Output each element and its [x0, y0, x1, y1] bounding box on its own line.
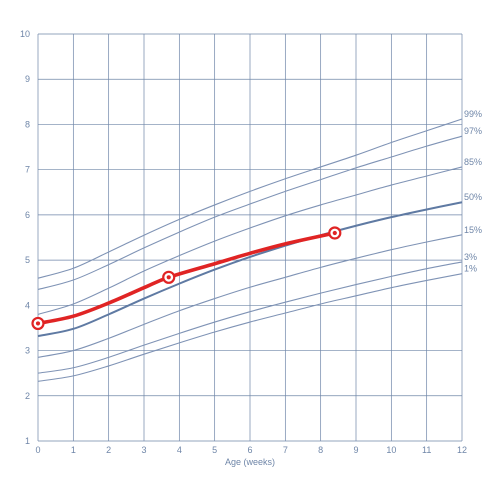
- y-tick-label: 9: [25, 74, 30, 84]
- measurement-point-center: [332, 230, 337, 236]
- x-tick-label: 8: [318, 445, 323, 455]
- percentile-label-97: 97%: [464, 126, 482, 136]
- measurement-point-center: [35, 321, 41, 326]
- x-tick-label: 3: [141, 445, 146, 455]
- percentile-label-15: 15%: [464, 225, 482, 235]
- x-tick-label: 1: [71, 445, 76, 455]
- x-axis-title: Age (weeks): [225, 457, 275, 467]
- x-tick-label: 4: [177, 445, 182, 455]
- x-tick-label: 7: [283, 445, 288, 455]
- percentile-curve-97: [37, 135, 463, 291]
- measurement-line: [36, 231, 337, 326]
- y-tick-label: 6: [25, 210, 30, 220]
- x-tick-label: 6: [247, 445, 252, 455]
- y-tick-label: 2: [25, 391, 30, 401]
- x-tick-label: 10: [386, 445, 396, 455]
- x-tick-label: 5: [212, 445, 217, 455]
- x-tick-label: 11: [422, 445, 431, 455]
- x-tick-label: 12: [457, 445, 467, 455]
- percentile-label-85: 85%: [464, 157, 482, 167]
- y-tick-label: 8: [25, 119, 30, 129]
- y-tick-label: 10: [20, 29, 30, 39]
- x-tick-label: 9: [353, 445, 358, 455]
- percentile-curve-99: [37, 118, 463, 279]
- percentile-curve-1: [37, 273, 463, 382]
- percentile-label-50: 50%: [464, 192, 482, 202]
- percentile-curve-15: [37, 234, 463, 358]
- percentile-curves: [37, 118, 463, 382]
- y-tick-label: 7: [25, 165, 30, 175]
- y-tick-label: 5: [25, 255, 30, 265]
- x-tick-label: 2: [106, 445, 111, 455]
- percentile-label-3: 3%: [464, 252, 477, 262]
- x-tick-label: 0: [35, 445, 40, 455]
- percentile-label-1: 1%: [464, 264, 477, 274]
- measurement-series: [31, 226, 342, 331]
- y-tick-label: 3: [25, 346, 30, 356]
- y-tick-label: 1: [25, 436, 30, 446]
- grid: [37, 33, 463, 442]
- y-tick-label: 4: [25, 300, 30, 310]
- percentile-curve-50: [37, 201, 463, 338]
- percentile-curve-3: [37, 261, 463, 374]
- measurement-point-center: [166, 275, 171, 280]
- percentile-label-99: 99%: [464, 109, 482, 119]
- percentile-curve-85: [37, 166, 463, 315]
